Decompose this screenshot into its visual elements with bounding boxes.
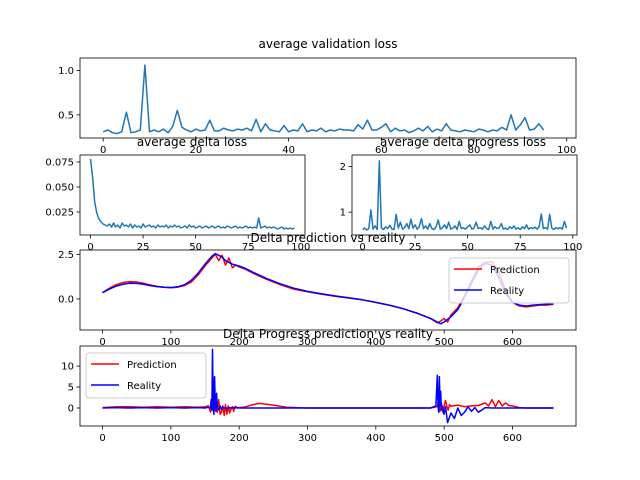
x-tick-label: 200 <box>230 433 249 444</box>
series-line <box>362 160 568 231</box>
legend-reality-label: Reality <box>127 381 161 392</box>
x-tick-label: 0 <box>99 337 105 348</box>
x-tick-label: 40 <box>282 145 295 156</box>
x-tick-label: 20 <box>190 145 203 156</box>
x-tick-label: 25 <box>409 242 422 253</box>
x-tick-label: 0 <box>87 242 93 253</box>
x-tick-label: 500 <box>435 337 454 348</box>
x-tick-label: 50 <box>189 242 202 253</box>
x-tick-label: 0 <box>100 145 106 156</box>
validation-loss-title: average validation loss <box>258 37 397 51</box>
axes-frame <box>351 154 578 236</box>
y-tick-label: 2 <box>340 162 346 173</box>
delta-progress-loss-title: average delta progress loss <box>380 135 546 149</box>
x-tick-label: 100 <box>563 242 582 253</box>
axes-frame <box>79 57 577 139</box>
x-tick-label: 0 <box>99 433 105 444</box>
x-tick-label: 400 <box>366 433 385 444</box>
delta-progress-prediction-title: Delta Progress prediction vs reality <box>223 327 433 341</box>
x-tick-label: 600 <box>503 433 522 444</box>
x-tick-label: 300 <box>298 337 317 348</box>
y-tick-label: 0.075 <box>45 158 74 169</box>
x-tick-label: 60 <box>375 145 388 156</box>
series-line <box>102 64 545 135</box>
legend-reality-label: Reality <box>490 286 524 297</box>
axes-frame <box>79 154 306 236</box>
x-tick-label: 400 <box>366 337 385 348</box>
delta-progress-loss-chart: 0 25 50 75 100 1 2 average delta progress loss <box>340 135 583 253</box>
y-tick-label: 2.5 <box>58 250 74 261</box>
reality-line <box>102 348 554 424</box>
y-tick-label: 0.5 <box>58 110 74 121</box>
x-tick-label: 100 <box>161 433 180 444</box>
delta-progress-prediction-legend: Prediction Reality <box>85 352 207 399</box>
x-tick-label: 100 <box>161 337 180 348</box>
x-tick-label: 200 <box>230 337 249 348</box>
delta-prediction-title: Delta prediction vs reality <box>251 231 406 245</box>
legend-prediction-label: Prediction <box>127 360 177 371</box>
x-tick-label: 0 <box>359 242 365 253</box>
x-tick-label: 500 <box>435 433 454 444</box>
y-tick-label: 0.0 <box>58 294 74 305</box>
x-tick-label: 100 <box>291 242 310 253</box>
x-tick-label: 50 <box>461 242 474 253</box>
x-tick-label: 75 <box>242 242 255 253</box>
y-tick-label: 0.050 <box>45 183 74 194</box>
y-tick-label: 1.0 <box>58 66 74 77</box>
x-tick-label: 600 <box>503 337 522 348</box>
delta-loss-title: average delta loss <box>137 135 247 149</box>
x-tick-label: 80 <box>468 145 481 156</box>
x-tick-label: 75 <box>514 242 527 253</box>
y-tick-label: 10 <box>61 362 74 373</box>
x-tick-label: 100 <box>557 145 576 156</box>
y-tick-label: 0 <box>68 403 74 414</box>
delta-prediction-legend: Prediction Reality <box>448 257 570 304</box>
series-line <box>89 158 295 230</box>
y-tick-label: 1 <box>340 208 346 219</box>
y-tick-label: 5 <box>68 383 74 394</box>
validation-loss-chart: 0 20 40 60 80 100 0.5 1.0 average validation lo… <box>58 37 577 156</box>
legend-prediction-label: Prediction <box>490 265 540 276</box>
x-tick-label: 25 <box>137 242 150 253</box>
axes-frame <box>79 249 577 331</box>
delta-loss-chart: 0 25 50 75 100 0.025 0.050 0.075 average delta … <box>45 135 310 253</box>
x-tick-label: 300 <box>298 433 317 444</box>
axes-frame <box>79 345 577 427</box>
delta-progress-prediction-chart: 0 100 200 300 400 500 600 0 5 10 Delta Progress p… <box>61 327 577 444</box>
y-tick-label: 0.025 <box>45 208 74 219</box>
